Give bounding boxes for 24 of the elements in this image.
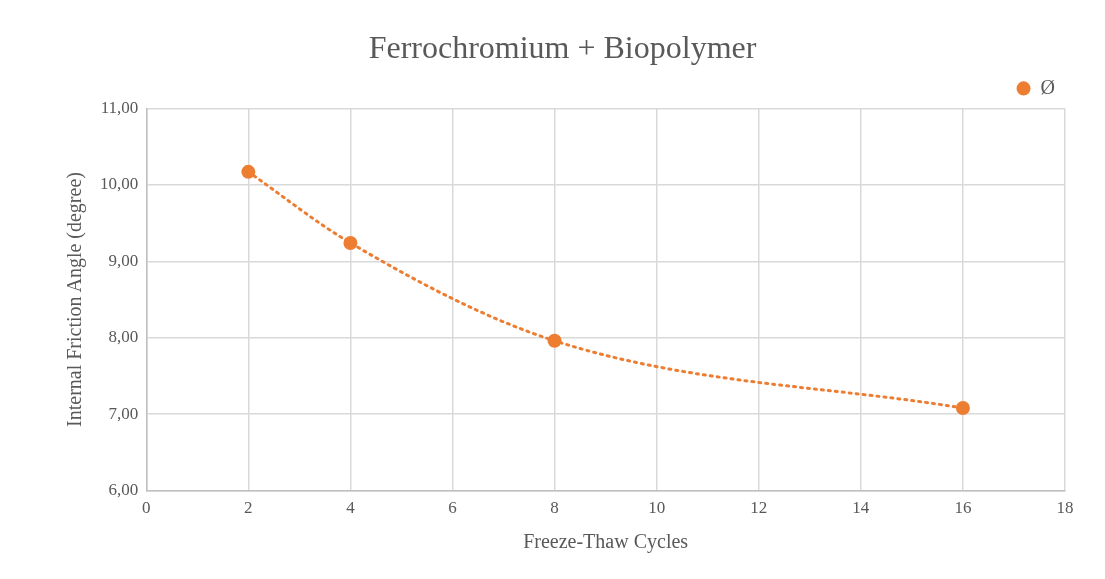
x-tick-label: 18 — [1056, 498, 1074, 518]
y-tick-label: 10,00 — [100, 174, 139, 194]
x-axis-title: Freeze-Thaw Cycles — [523, 530, 689, 554]
y-axis-title: Internal Friction Angle (degree) — [63, 172, 87, 427]
legend-label: Ø — [1040, 75, 1056, 98]
point — [241, 164, 256, 179]
x-tick-label: 4 — [346, 498, 356, 518]
x-tick-label: 8 — [550, 498, 559, 518]
x-tick-label: 14 — [852, 498, 870, 518]
x-tick-label: 16 — [954, 498, 972, 518]
y-tick-label: 7,00 — [108, 403, 139, 423]
x-tick-label: 12 — [750, 498, 768, 518]
x-tick-label: 6 — [448, 498, 457, 518]
y-tick-label: 9,00 — [108, 250, 139, 270]
x-tick-label: 0 — [142, 498, 151, 518]
y-tick-label: 6,00 — [108, 480, 139, 500]
point — [343, 235, 358, 250]
point — [547, 333, 562, 348]
chart-title: Ferrochromium + Biopolymer — [368, 28, 757, 65]
y-tick-label: 11,00 — [100, 97, 139, 117]
x-tick-label: 2 — [244, 498, 253, 518]
point — [955, 401, 970, 416]
y-tick-label: 8,00 — [108, 327, 139, 347]
x-tick-label: 10 — [648, 498, 666, 518]
